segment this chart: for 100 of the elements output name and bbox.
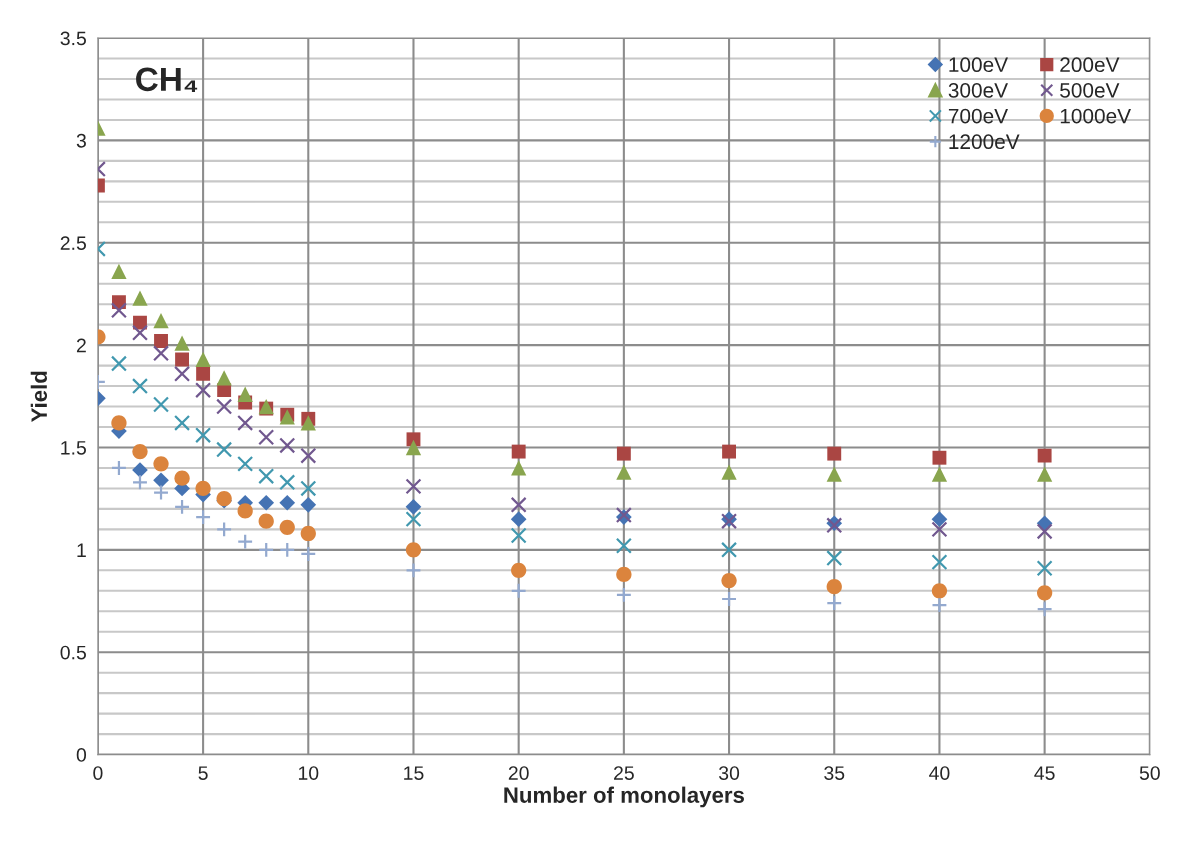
y-tick-label: 0.5 <box>60 645 86 660</box>
point <box>279 519 295 535</box>
y-tick-label: 1 <box>77 543 86 557</box>
point <box>174 335 190 351</box>
y-tick-label: 0 <box>76 748 87 762</box>
point <box>826 579 842 595</box>
point <box>615 586 632 603</box>
point <box>174 498 191 515</box>
point <box>405 478 422 495</box>
point <box>931 511 948 527</box>
x-tick-label: 25 <box>614 766 634 780</box>
point <box>721 590 738 608</box>
point <box>1037 448 1052 463</box>
point <box>511 444 526 459</box>
point <box>826 549 843 567</box>
point <box>827 446 842 461</box>
point <box>237 533 254 550</box>
point <box>132 290 148 306</box>
point <box>511 460 527 476</box>
point <box>153 472 169 489</box>
point <box>152 484 170 501</box>
point <box>300 447 317 464</box>
point <box>131 474 149 491</box>
x-axis-title: Number of monolayers <box>504 786 744 808</box>
point <box>722 444 736 459</box>
point <box>721 464 737 480</box>
point <box>237 414 254 431</box>
point <box>131 324 149 341</box>
y-tick-label: 3.5 <box>60 31 86 46</box>
point <box>195 480 211 497</box>
point <box>174 365 191 382</box>
point <box>1036 523 1053 540</box>
point <box>615 537 632 554</box>
point <box>258 468 275 485</box>
x-tick-label: 50 <box>1139 766 1160 780</box>
point <box>174 470 190 486</box>
point <box>279 474 296 491</box>
point <box>616 464 632 480</box>
point <box>195 509 212 526</box>
point <box>110 355 127 372</box>
point <box>258 541 275 558</box>
point <box>111 415 127 431</box>
point <box>300 496 317 513</box>
point <box>216 398 233 415</box>
point <box>154 334 168 348</box>
point <box>721 572 737 589</box>
legend-label: 300eV <box>948 83 1008 98</box>
point <box>931 583 948 599</box>
point <box>153 456 169 472</box>
x-tick-label: 0 <box>93 766 103 780</box>
x-tick-label: 10 <box>298 766 319 780</box>
point <box>300 415 316 431</box>
point <box>616 566 632 583</box>
point <box>616 446 631 461</box>
y-tick-label: 1.5 <box>61 441 86 455</box>
point <box>258 429 275 446</box>
legend-label: 1000eV <box>1060 108 1131 124</box>
point <box>300 480 317 497</box>
point <box>195 351 211 368</box>
point <box>110 459 127 477</box>
point <box>131 378 149 395</box>
point <box>931 466 948 482</box>
point <box>510 527 527 544</box>
y-axis-title: Yield <box>30 371 48 423</box>
y-tick-label: 2.5 <box>60 236 86 250</box>
point <box>300 545 317 562</box>
point <box>195 382 212 399</box>
point <box>510 496 527 513</box>
legend-label: 500eV <box>1060 83 1120 98</box>
x-tick-label: 5 <box>198 766 208 780</box>
point <box>1036 560 1053 577</box>
point <box>153 312 169 329</box>
point <box>931 597 948 614</box>
point <box>1036 466 1053 482</box>
point <box>405 542 422 558</box>
legend-label: 200eV <box>1060 57 1120 73</box>
point <box>132 443 148 460</box>
point <box>931 554 948 571</box>
point <box>216 370 232 386</box>
point <box>826 595 843 612</box>
x-tick-label: 30 <box>718 766 740 780</box>
point <box>195 427 212 444</box>
x-tick-label: 15 <box>404 766 424 780</box>
point <box>510 511 527 527</box>
point <box>152 396 170 413</box>
point <box>511 562 527 578</box>
x-tick-label: 35 <box>824 766 845 780</box>
point <box>258 513 274 529</box>
point <box>111 263 127 280</box>
point <box>721 541 738 558</box>
point <box>405 511 422 528</box>
point <box>196 366 211 381</box>
point <box>510 582 527 599</box>
legend-label: 1200eV <box>949 134 1020 150</box>
point <box>279 437 296 454</box>
point <box>279 494 296 511</box>
point <box>152 345 170 362</box>
point <box>237 503 253 519</box>
x-tick-label: 40 <box>929 766 950 780</box>
point <box>1036 585 1053 601</box>
